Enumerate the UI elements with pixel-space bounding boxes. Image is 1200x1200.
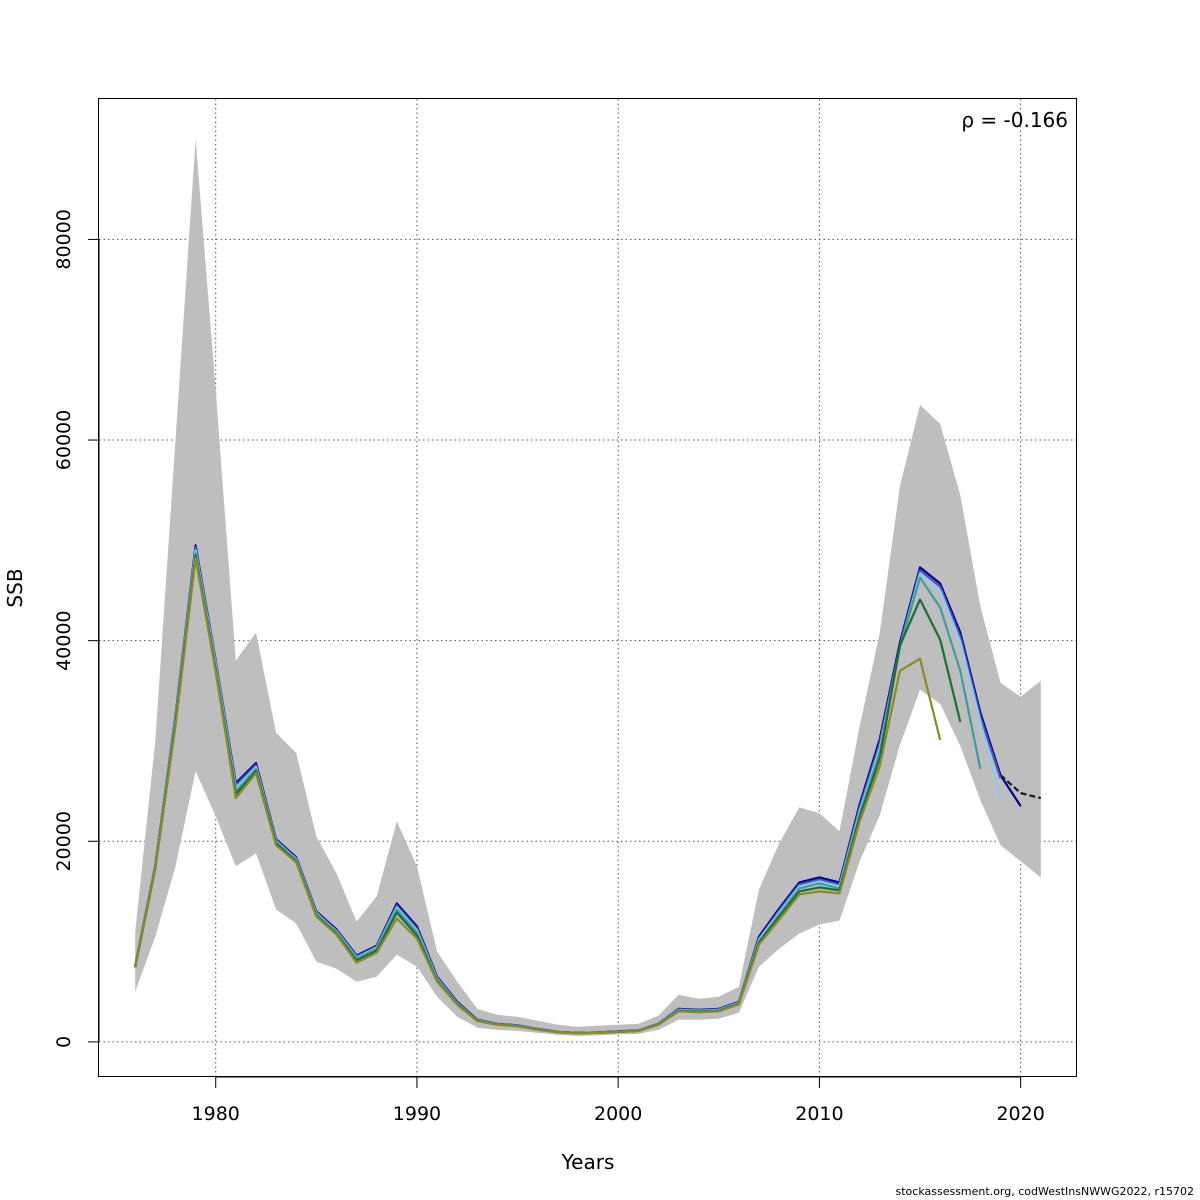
y-axis-title: SSB: [3, 568, 27, 607]
x-tick-label: 1980: [192, 1103, 240, 1125]
y-tick-label: 40000: [53, 610, 75, 670]
confidence-band: [135, 139, 1041, 1036]
y-axis: 0 20000 40000 60000 80000: [53, 209, 100, 1048]
x-tick-label: 2020: [996, 1103, 1044, 1125]
y-tick-label: 60000: [53, 410, 75, 470]
y-tick-label: 80000: [53, 209, 75, 269]
x-axis-title: Years: [561, 1150, 615, 1174]
series-line-1: [999, 774, 1042, 800]
footer-credit: stockassessment.org, codWestInsNWWG2022,…: [895, 1185, 1195, 1198]
rho-annotation: ρ = -0.166: [961, 108, 1068, 132]
series-line-7: [134, 557, 942, 1035]
y-tick-label: 20000: [53, 811, 75, 871]
confidence-band-area: [135, 139, 1041, 1036]
series-group: [134, 544, 1042, 1035]
x-tick-label: 2010: [795, 1103, 843, 1125]
x-axis: 1980 1990 2000 2010 2020: [192, 1076, 1045, 1125]
x-tick-label: 2000: [594, 1103, 642, 1125]
y-tick-label: 0: [53, 1036, 75, 1048]
x-tick-label: 1990: [393, 1103, 441, 1125]
